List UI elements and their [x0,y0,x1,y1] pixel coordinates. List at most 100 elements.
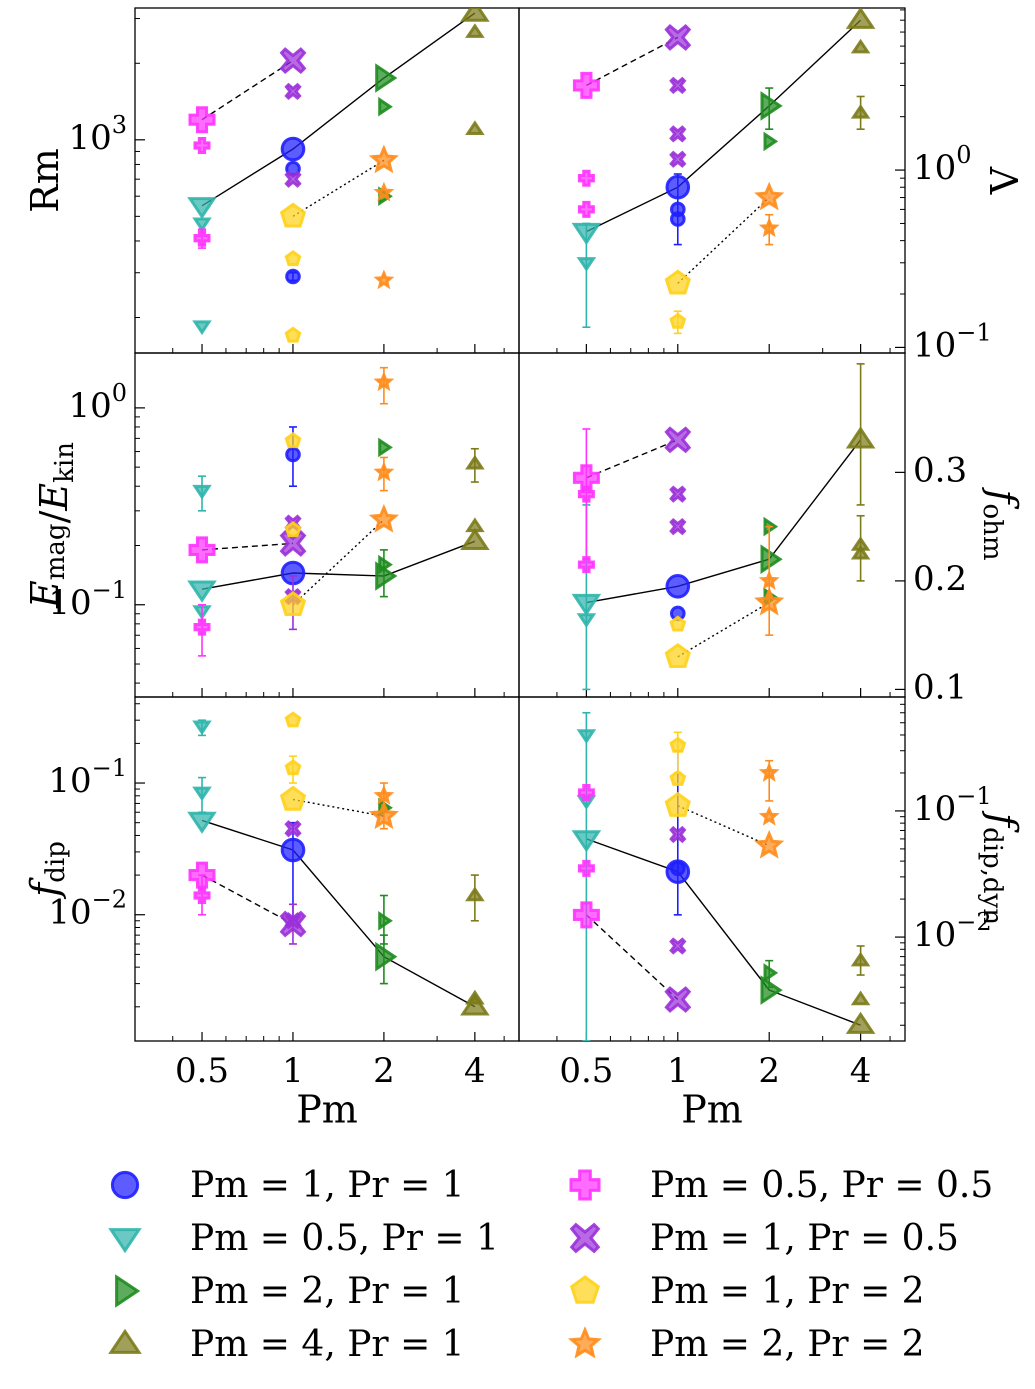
data-point-plus [577,485,595,503]
legend-label: Pm = 2, Pr = 1 [190,1270,465,1312]
plot-area [187,366,490,657]
data-point-star [758,805,780,826]
y-tick-label: 10−1 [913,318,992,366]
data-point-triangle-up [850,38,871,54]
data-point-plus [193,887,211,904]
data-point-plus [577,200,595,218]
data-point-star [373,181,395,202]
data-point-triangle-down [576,257,597,272]
panel-frame [518,352,906,698]
data-point-star [373,461,395,482]
data-point-triangle-right [375,63,398,93]
data-point-triangle-up [845,8,876,29]
trend-line-dashed [586,36,679,87]
data-point-triangle-down [187,197,217,220]
data-point-triangle-up [465,23,485,38]
legend-label: Pm = 1, Pr = 1 [190,1164,465,1206]
legend-item: Pm = 0.5, Pr = 1 [100,1213,499,1263]
data-point-circle [669,211,686,227]
legend-symbol [115,1274,141,1308]
data-point-triangle-up [465,517,485,533]
trend-line-dotted [677,196,770,284]
data-point-star [754,181,785,211]
data-point-circle [285,268,301,285]
data-point-pentagon [664,791,691,817]
legend-label: Pm = 2, Pr = 2 [650,1323,925,1365]
data-point-triangle-up [850,536,871,551]
data-point-pentagon [664,269,691,295]
data-point-triangle-down [187,811,217,834]
data-point-star [373,784,395,805]
trend-line-solid [201,819,476,1008]
trend-line-dotted [677,601,770,658]
y-tick-label: 10−1 [48,754,127,802]
legend-symbol [108,1328,142,1354]
x-tick-label: 1 [282,1051,304,1091]
panel-lambda: 100 10−1 Λ [518,7,1026,366]
legend-symbol [110,1170,140,1200]
data-point-circle [665,573,691,599]
trend-line-solid [586,838,861,1026]
panel-fdipdyn: 10−1 10−2 0.5 1 2 4 Pm fdip,dyn [518,696,1026,1132]
y-axis-label: fdip [23,841,72,900]
data-point-x [669,125,687,143]
data-point-pentagon [284,326,302,343]
x-tick-label: 0.5 [175,1051,229,1091]
data-point-triangle-up [465,886,485,902]
trend-line-dashed [201,542,294,551]
data-point-x [284,82,302,101]
data-point-star [373,371,395,392]
data-point-pentagon [284,250,302,267]
data-point-x [669,76,687,95]
data-point-triangle-right [378,554,393,575]
x-tick-label: 0.5 [559,1051,613,1091]
data-point-star [368,503,399,533]
legend-item: Pm = 1, Pr = 0.5 [560,1213,959,1263]
data-point-star [758,762,780,782]
y-axis-label: fohm [977,486,1026,560]
trend-line-dashed [585,914,679,1001]
data-point-x [284,912,302,930]
data-point-triangle-up [460,527,490,550]
data-point-triangle-down [571,830,602,853]
data-point-plus [577,859,595,877]
plot-area [187,711,490,1016]
data-point-triangle-up [850,990,871,1006]
data-point-triangle-down [576,729,597,745]
data-point-star [373,269,395,290]
data-point-star [368,144,399,174]
trend-line-solid [201,540,476,590]
data-point-plus [188,536,216,564]
y-tick-label: 0.1 [913,667,967,707]
trend-line-dotted [292,519,385,606]
data-point-triangle-right [763,963,779,983]
y-tick-label: 0.3 [913,450,967,490]
data-point-pentagon [279,202,307,228]
panel-fdip: 10−1 10−2 0.5 1 2 4 Pm fdip [23,696,520,1132]
x-axis-label: Pm [296,1088,358,1132]
legend: Pm = 1, Pr = 1 Pm = 0.5, Pr = 1 Pm = 2, Pr… [0,1150,1035,1380]
panel-fohm: 0.3 0.2 0.1 fohm [518,352,1026,707]
trend-line-dotted [292,159,385,217]
data-point-circle [669,860,686,877]
legend-marker-star [567,1326,603,1359]
data-point-triangle-up [845,426,876,449]
trend-line-solid [201,12,476,207]
x-tick-label: 4 [850,1051,872,1091]
data-point-pentagon [669,769,687,786]
x-tick-label: 4 [464,1051,486,1091]
data-point-triangle-down [192,786,212,802]
plot-area [187,8,490,343]
legend-marker-triangle-right [115,1274,141,1308]
data-point-triangle-up [850,951,871,967]
data-point-triangle-down [192,484,212,500]
y-tick-label: 10−2 [913,908,992,956]
data-point-triangle-right [760,91,783,121]
legend-item: Pm = 0.5, Pr = 0.5 [560,1160,993,1210]
legend-symbol [569,1275,601,1304]
x-tick-label: 1 [667,1051,689,1091]
y-tick-label: 103 [68,110,127,158]
data-point-triangle-right [760,544,783,575]
